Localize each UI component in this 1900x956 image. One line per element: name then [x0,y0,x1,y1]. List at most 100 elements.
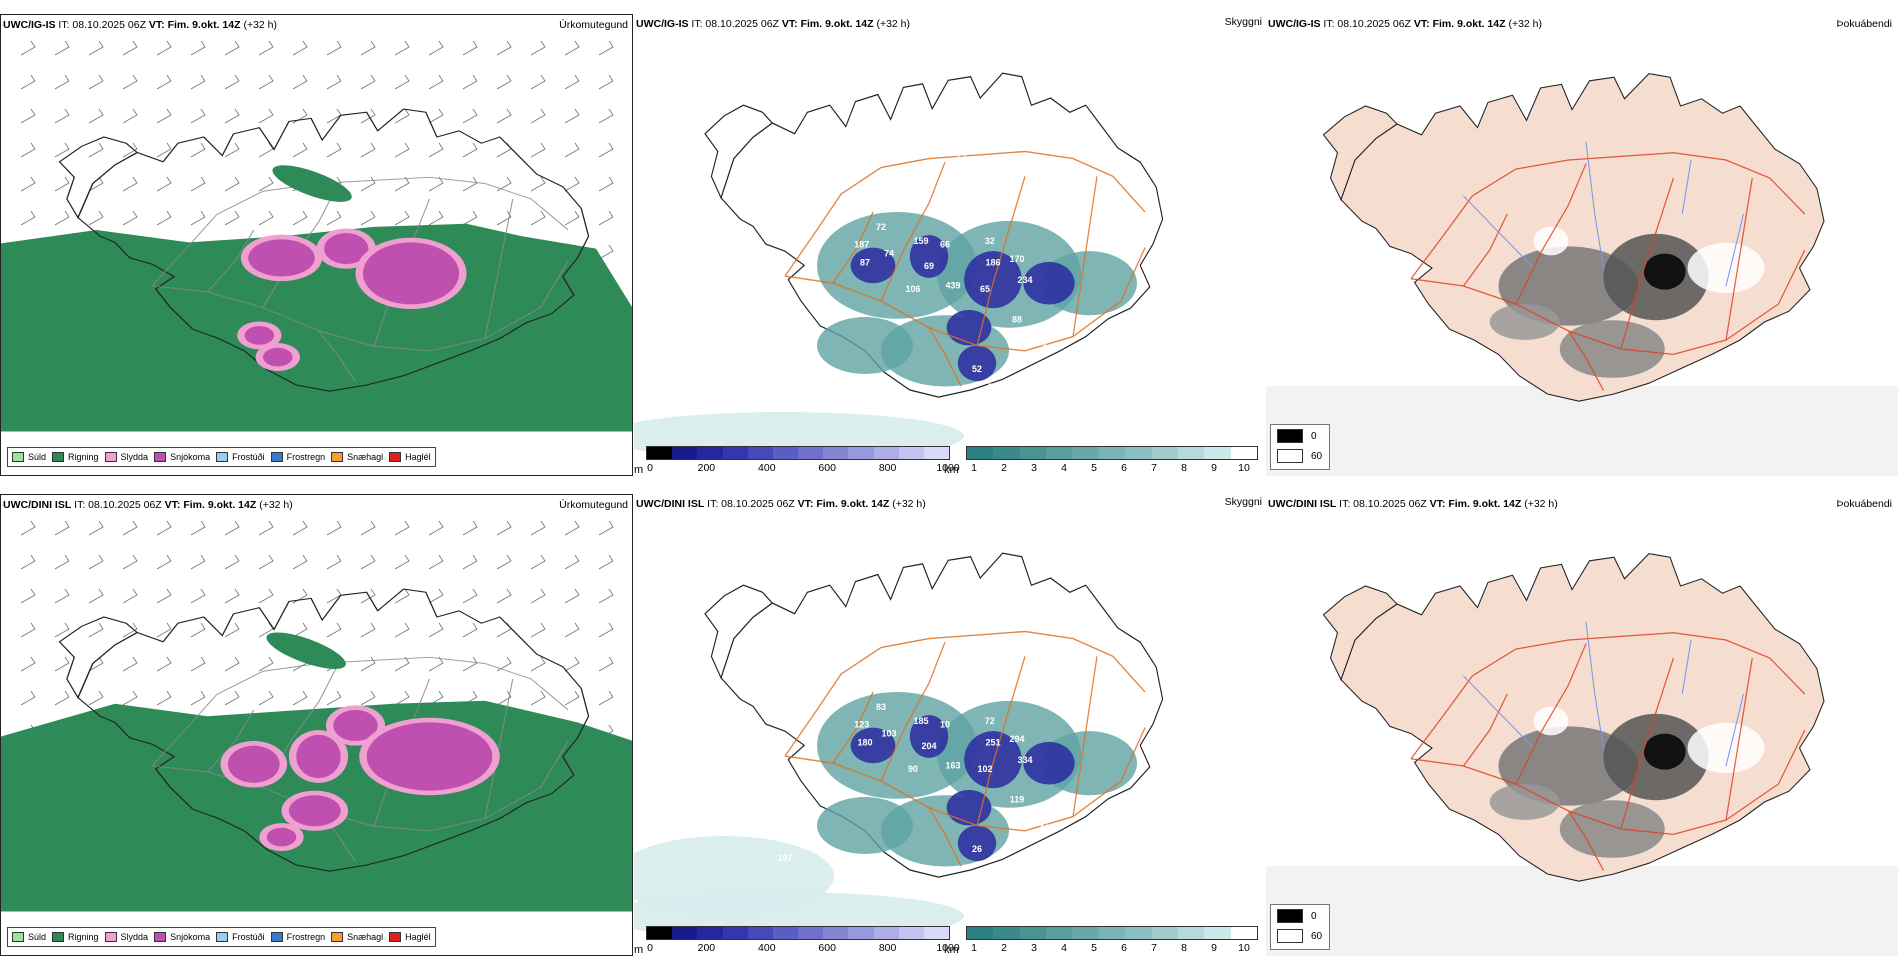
cloudbase-value-label: 251 [985,737,1000,747]
cloudbase-value-label: 15 [956,151,966,161]
fog-legend: 0 60 [1270,424,1330,470]
valid-time: Fim. 9.okt. 14Z [167,19,241,31]
legend-swatch [331,932,344,942]
cloudbase-value-label: 105 [777,373,792,383]
cloudbase-value-label: 170 [1009,254,1024,264]
colorbar-step [873,447,899,459]
legend-label: Slydda [120,932,149,942]
fog-indicator-panel: UWC/DINI ISL IT: 08.10.2025 06Z VT: Fim.… [1266,494,1898,956]
cloudbase-value-label: 65 [980,284,990,294]
legend-label: Frostregn [286,452,326,462]
cloudbase-value-label: 119 [1010,794,1025,804]
cloudbase-value-label: 32 [985,236,995,246]
legend-label: Haglél [405,932,431,942]
colorbar-step [1230,927,1257,939]
visibility-unit: km [944,464,959,476]
tick-label: 0 [647,942,653,954]
legend-swatch [154,932,167,942]
colorbar-step [697,447,723,459]
precip-legend-item: Snjókoma [154,932,210,942]
cloudbase-value-label: 87 [860,257,870,267]
colorbar-step [1204,447,1231,459]
model-name: UWC/IG-IS [636,18,689,30]
colorbar-step [848,447,874,459]
precip-legend-item: Frostúði [216,452,265,462]
fog-area [1489,304,1560,340]
tick-label: 2 [1001,942,1007,954]
precip-type-map [1,520,632,912]
visibility-ticks: 1 2 3 4 5 6 7 8 9 10 [966,462,1256,476]
tick-label: 600 [818,462,836,474]
colorbar-step [772,927,799,939]
cloudbase-value-label: 204 [921,741,936,751]
tick-label: 400 [758,462,776,474]
cloudbase-value-label: 136 [1033,325,1048,335]
tick-label: 9 [1211,462,1217,474]
panel-header: UWC/IG-IS IT: 08.10.2025 06Z VT: Fim. 9.… [3,19,277,31]
rain-area [1,223,632,432]
fog-area [1559,320,1665,378]
precip-legend: Súld Rigning Slydda Snjókoma Frostúði Frostre… [7,447,436,467]
cloudbase-value-label: 79 [988,382,998,392]
legend-label: Snæhagl [347,452,384,462]
colorbar-step [873,927,899,939]
colorbar-step [1151,927,1178,939]
fog-area [1559,800,1665,858]
legend-swatch [12,452,24,462]
snow-area [366,722,493,791]
low-cloudbase-area [850,727,896,764]
cloudbase-value-label: 26 [972,844,982,854]
precip-legend-item: Súld [12,932,46,942]
colorbar-step [1125,927,1152,939]
init-time: IT: 08.10.2025 06Z [74,499,162,511]
cloudbase-value-label: 123 [1033,805,1048,815]
visibility-colorbar [966,926,1258,940]
valid-time-label: VT: [148,19,165,31]
colorbar-step [967,927,994,939]
snow-area [296,734,341,779]
fog-area [1533,706,1569,736]
cloudbase-value-label: 83 [876,702,886,712]
cloudbase-visibility-panel: 83 123 103 185 10 72 204 180 251 294 334 102 90 163 10… [634,494,1264,956]
fog-legend-item: 0 [1277,909,1317,923]
init-time: IT: 08.10.2025 06Z [58,19,146,31]
cloudbase-value-label: 52 [988,421,998,431]
tick-label: 1 [971,462,977,474]
tick-label: 800 [878,942,897,954]
colorbar-step [923,447,950,459]
cloudbase-value-label: 87 [1116,346,1126,356]
cloudbase-value-label: 123 [854,720,869,730]
snow-area [324,233,369,265]
panel-header: UWC/IG-IS IT: 08.10.2025 06Z VT: Fim. 9.… [636,18,910,30]
legend-label: Frostúði [232,932,265,942]
cloudbase-value-label: 163 [945,761,960,771]
cloudbase-map: 83 123 103 185 10 72 204 180 251 294 334 102 90 163 10… [634,552,1164,940]
tick-label: 3 [1031,942,1037,954]
legend-label: 0 [1311,910,1317,922]
precip-legend-item: Slydda [104,932,149,942]
colorbar-step [1072,927,1099,939]
cloudbase-value-label: 52 [972,364,982,374]
tick-label: 7 [1151,942,1157,954]
legend-swatch [52,932,65,942]
colorbar-step [672,927,698,939]
legend-label: Súld [28,932,47,942]
model-name: UWC/DINI ISL [3,499,72,511]
tick-label: 5 [1091,462,1097,474]
precip-panel-title: Úrkomutegund [559,19,628,31]
snow-area [227,745,280,783]
tick-label: 5 [1091,942,1097,954]
legend-swatch [1277,449,1303,463]
init-time: IT: 08.10.2025 06Z [1323,18,1411,30]
cloudbase-value-label: 106 [905,284,920,294]
colorbar-step [1046,447,1073,459]
precip-legend-item: Frostúði [216,932,265,942]
legend-swatch [104,452,117,462]
low-cloudbase-area [964,731,1022,789]
colorbar-step [722,447,748,459]
cloudbase-colorbar [646,926,950,940]
precip-legend-item: Slydda [104,452,148,462]
forecast-offset: (+32 h) [1508,18,1543,30]
low-cloudbase-area [946,309,992,346]
tick-label: 2 [1001,462,1007,474]
